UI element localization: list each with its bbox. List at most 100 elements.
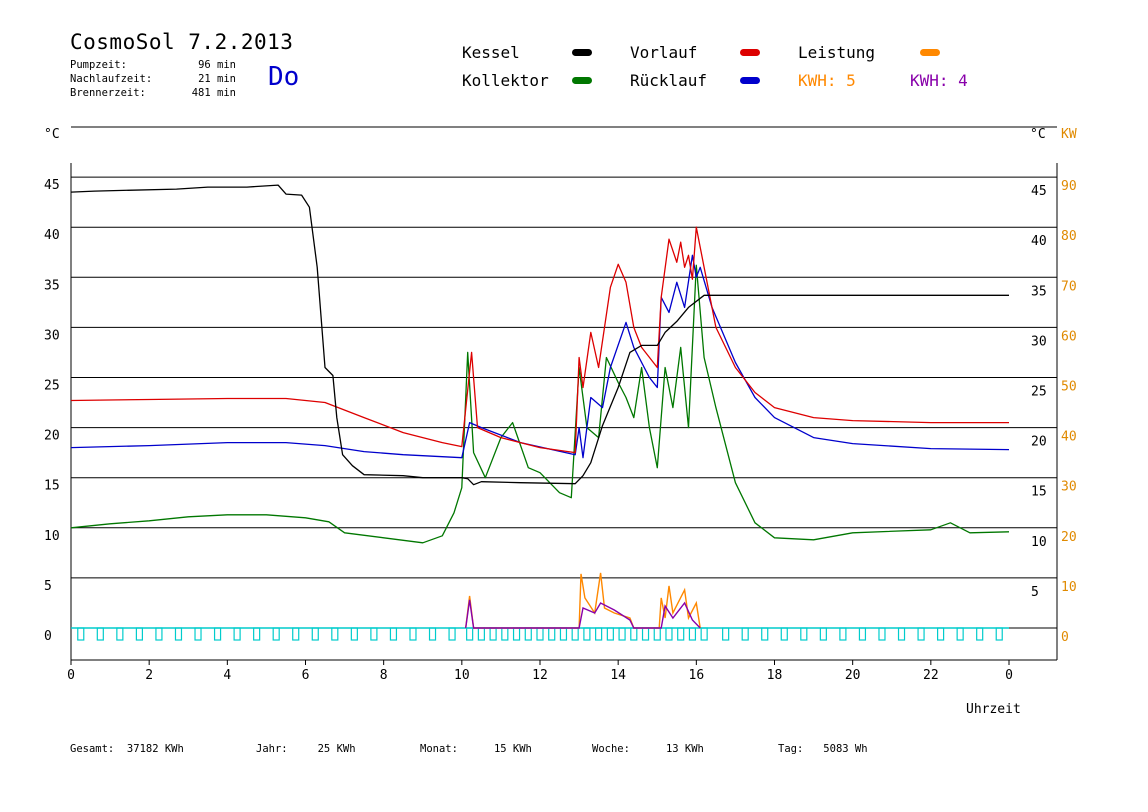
legend-kessel-swatch xyxy=(572,49,592,56)
pump-marker xyxy=(489,627,497,641)
x-tick-label: 12 xyxy=(532,668,548,683)
footer-tag: Tag: 5083 Wh xyxy=(778,743,868,755)
stat-nachlaufzeit: Nachlaufzeit: 21 min xyxy=(70,73,236,85)
pump-marker xyxy=(559,627,568,641)
pump-marker xyxy=(897,627,906,641)
pump-marker xyxy=(641,627,650,641)
footer-monat: Monat: 15 KWh xyxy=(420,743,532,755)
pump-marker xyxy=(595,627,603,641)
y-left-tick-label: 30 xyxy=(44,328,60,343)
pump-marker xyxy=(96,627,104,641)
pump-marker xyxy=(370,627,378,641)
pump-marker xyxy=(548,627,556,641)
series-line-kollektor xyxy=(70,264,1010,544)
pump-marker xyxy=(389,627,398,641)
y-right-tick-label: 15 xyxy=(1031,485,1047,500)
y-left-tick-label: 15 xyxy=(44,479,60,494)
legend-vorlauf-swatch xyxy=(740,49,760,56)
stat-pumpzeit: Pumpzeit: 96 min xyxy=(70,59,236,71)
x-tick-label: 22 xyxy=(923,668,939,683)
y-kw-tick-label: 40 xyxy=(1061,430,1077,445)
pump-marker xyxy=(800,627,808,641)
x-tick-label: 16 xyxy=(689,668,705,683)
y-left-tick-label: 5 xyxy=(44,579,52,594)
chart-axes xyxy=(70,163,1058,665)
y-left-tick-label: 0 xyxy=(44,629,52,644)
x-tick-label: 4 xyxy=(223,668,231,683)
pump-marker xyxy=(135,627,143,641)
pump-marker xyxy=(618,627,626,641)
pump-marker xyxy=(976,627,984,641)
pump-marker xyxy=(917,627,925,641)
pump-marker xyxy=(194,627,202,641)
pump-marker xyxy=(937,627,945,641)
x-tick-label: 8 xyxy=(380,668,388,683)
x-tick-label: 10 xyxy=(454,668,470,683)
pump-marker xyxy=(819,627,827,641)
legend-ruecklauf-label: Rücklauf xyxy=(630,71,708,90)
tick-labels: 0 2 4 6 8 10 12 14 16 18 20 22 0 0 5 10 15 20 25 30 35 40 45 5 1… xyxy=(44,178,1077,683)
y-kw-tick-label: 80 xyxy=(1061,229,1077,244)
pump-marker xyxy=(409,627,417,641)
weekday-label: Do xyxy=(268,62,300,92)
x-tick-label: 14 xyxy=(610,668,626,683)
y-kw-tick-label: 30 xyxy=(1061,480,1077,495)
y-right-tick-label: 10 xyxy=(1031,535,1047,550)
right-unit-kw-label: KW xyxy=(1061,127,1077,142)
y-kw-tick-label: 10 xyxy=(1061,580,1077,595)
pump-marker xyxy=(466,627,474,641)
legend-kwh1: KWH: 5 xyxy=(798,71,856,90)
pump-marker xyxy=(524,627,532,641)
pump-marker xyxy=(292,627,300,641)
pump-marker xyxy=(606,627,614,641)
temperature-series xyxy=(70,184,1010,544)
y-kw-tick-label: 70 xyxy=(1061,279,1077,294)
pump-marker xyxy=(428,627,437,641)
legend-ruecklauf-swatch xyxy=(740,77,760,84)
pump-marker xyxy=(233,627,241,641)
pump-marker xyxy=(174,627,183,641)
pump-marker xyxy=(780,627,788,641)
y-right-tick-label: 35 xyxy=(1031,284,1047,299)
pump-marker xyxy=(700,627,708,641)
y-kw-tick-label: 50 xyxy=(1061,380,1077,395)
pump-markers xyxy=(71,627,1009,641)
y-right-tick-label: 45 xyxy=(1031,184,1047,199)
chart-title: CosmoSol 7.2.2013 xyxy=(70,30,294,54)
y-right-tick-label: 30 xyxy=(1031,334,1047,349)
footer-gesamt: Gesamt: 37182 KWh xyxy=(70,743,184,755)
y-left-tick-label: 10 xyxy=(44,529,60,544)
pump-marker xyxy=(839,627,847,641)
series-line-kessel xyxy=(70,184,1009,486)
legend-vorlauf-label: Vorlauf xyxy=(630,43,698,62)
y-kw-tick-label: 60 xyxy=(1061,329,1077,344)
pump-marker xyxy=(213,627,222,641)
power-line-1 xyxy=(465,599,701,629)
pump-marker xyxy=(311,627,319,641)
right-unit-c-label: °C xyxy=(1030,127,1046,142)
y-kw-tick-label: 90 xyxy=(1061,179,1077,194)
legend-leistung-label: Leistung xyxy=(798,43,876,62)
y-left-tick-label: 20 xyxy=(44,429,60,444)
y-kw-tick-label: 0 xyxy=(1061,630,1069,645)
y-left-tick-label: 25 xyxy=(44,379,60,394)
x-axis-label: Uhrzeit xyxy=(966,702,1021,717)
y-right-tick-label: 40 xyxy=(1031,234,1047,249)
pump-marker xyxy=(878,627,886,641)
power-series xyxy=(465,572,701,629)
x-tick-label: 18 xyxy=(767,668,783,683)
stats-block: Pumpzeit: 96 min Nachlaufzeit: 21 min Bren… xyxy=(70,58,236,100)
pump-marker xyxy=(995,627,1003,641)
pump-marker xyxy=(583,627,591,641)
legend-leistung-swatch xyxy=(920,49,940,56)
pump-marker xyxy=(512,627,521,641)
legend-kollektor-swatch xyxy=(572,77,592,84)
pump-marker xyxy=(677,627,685,641)
legend-kessel-label: Kessel xyxy=(462,43,520,62)
pump-marker xyxy=(448,627,456,641)
y-left-tick-label: 35 xyxy=(44,278,60,293)
pump-marker xyxy=(350,627,358,641)
y-left-tick-label: 40 xyxy=(44,228,60,243)
pump-marker xyxy=(253,627,261,641)
